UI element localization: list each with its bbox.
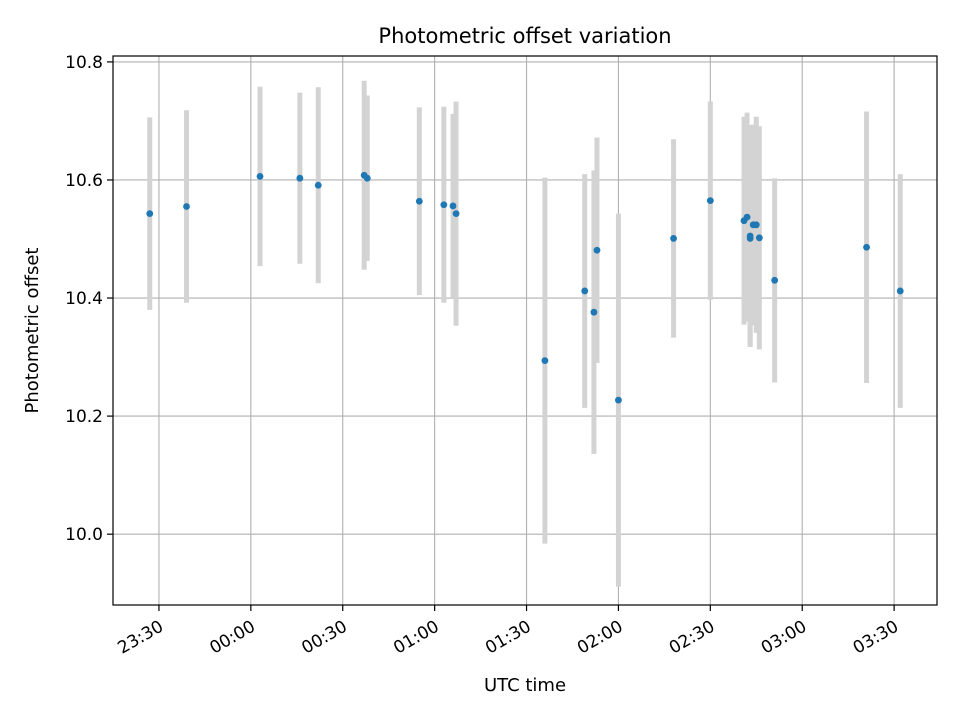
plot-frame: [112, 55, 938, 606]
data-point: [541, 357, 549, 365]
data-point: [896, 287, 904, 295]
data-point: [863, 243, 870, 251]
chart-title: Photometric offset variation: [378, 24, 671, 48]
y-tick-label: 10.0: [65, 525, 103, 545]
data-point: [752, 221, 760, 229]
y-tick-label: 10.8: [65, 53, 103, 73]
data-point: [256, 173, 264, 180]
data-point: [314, 181, 322, 189]
data-point: [593, 246, 601, 254]
data-point: [449, 202, 457, 210]
data-point: [615, 396, 622, 404]
data-point: [706, 197, 714, 205]
data-point: [771, 276, 779, 284]
data-points: [146, 171, 904, 404]
x-axis-label: UTC time: [484, 675, 566, 696]
data-point: [440, 201, 448, 209]
y-axis-label: Photometric offset: [22, 248, 43, 414]
y-tick-label: 10.2: [65, 407, 103, 427]
y-tick-label: 10.6: [65, 171, 103, 191]
data-point: [746, 235, 754, 242]
data-point: [146, 210, 154, 218]
data-point: [363, 174, 371, 182]
y-tick-label: 10.4: [65, 289, 103, 309]
data-point: [415, 197, 423, 205]
data-point: [590, 308, 598, 316]
data-point: [296, 174, 304, 182]
data-point: [452, 210, 460, 218]
data-point: [581, 287, 589, 295]
data-point: [755, 234, 763, 242]
data-point: [743, 213, 751, 221]
data-point: [183, 203, 190, 210]
data-point: [670, 235, 677, 242]
